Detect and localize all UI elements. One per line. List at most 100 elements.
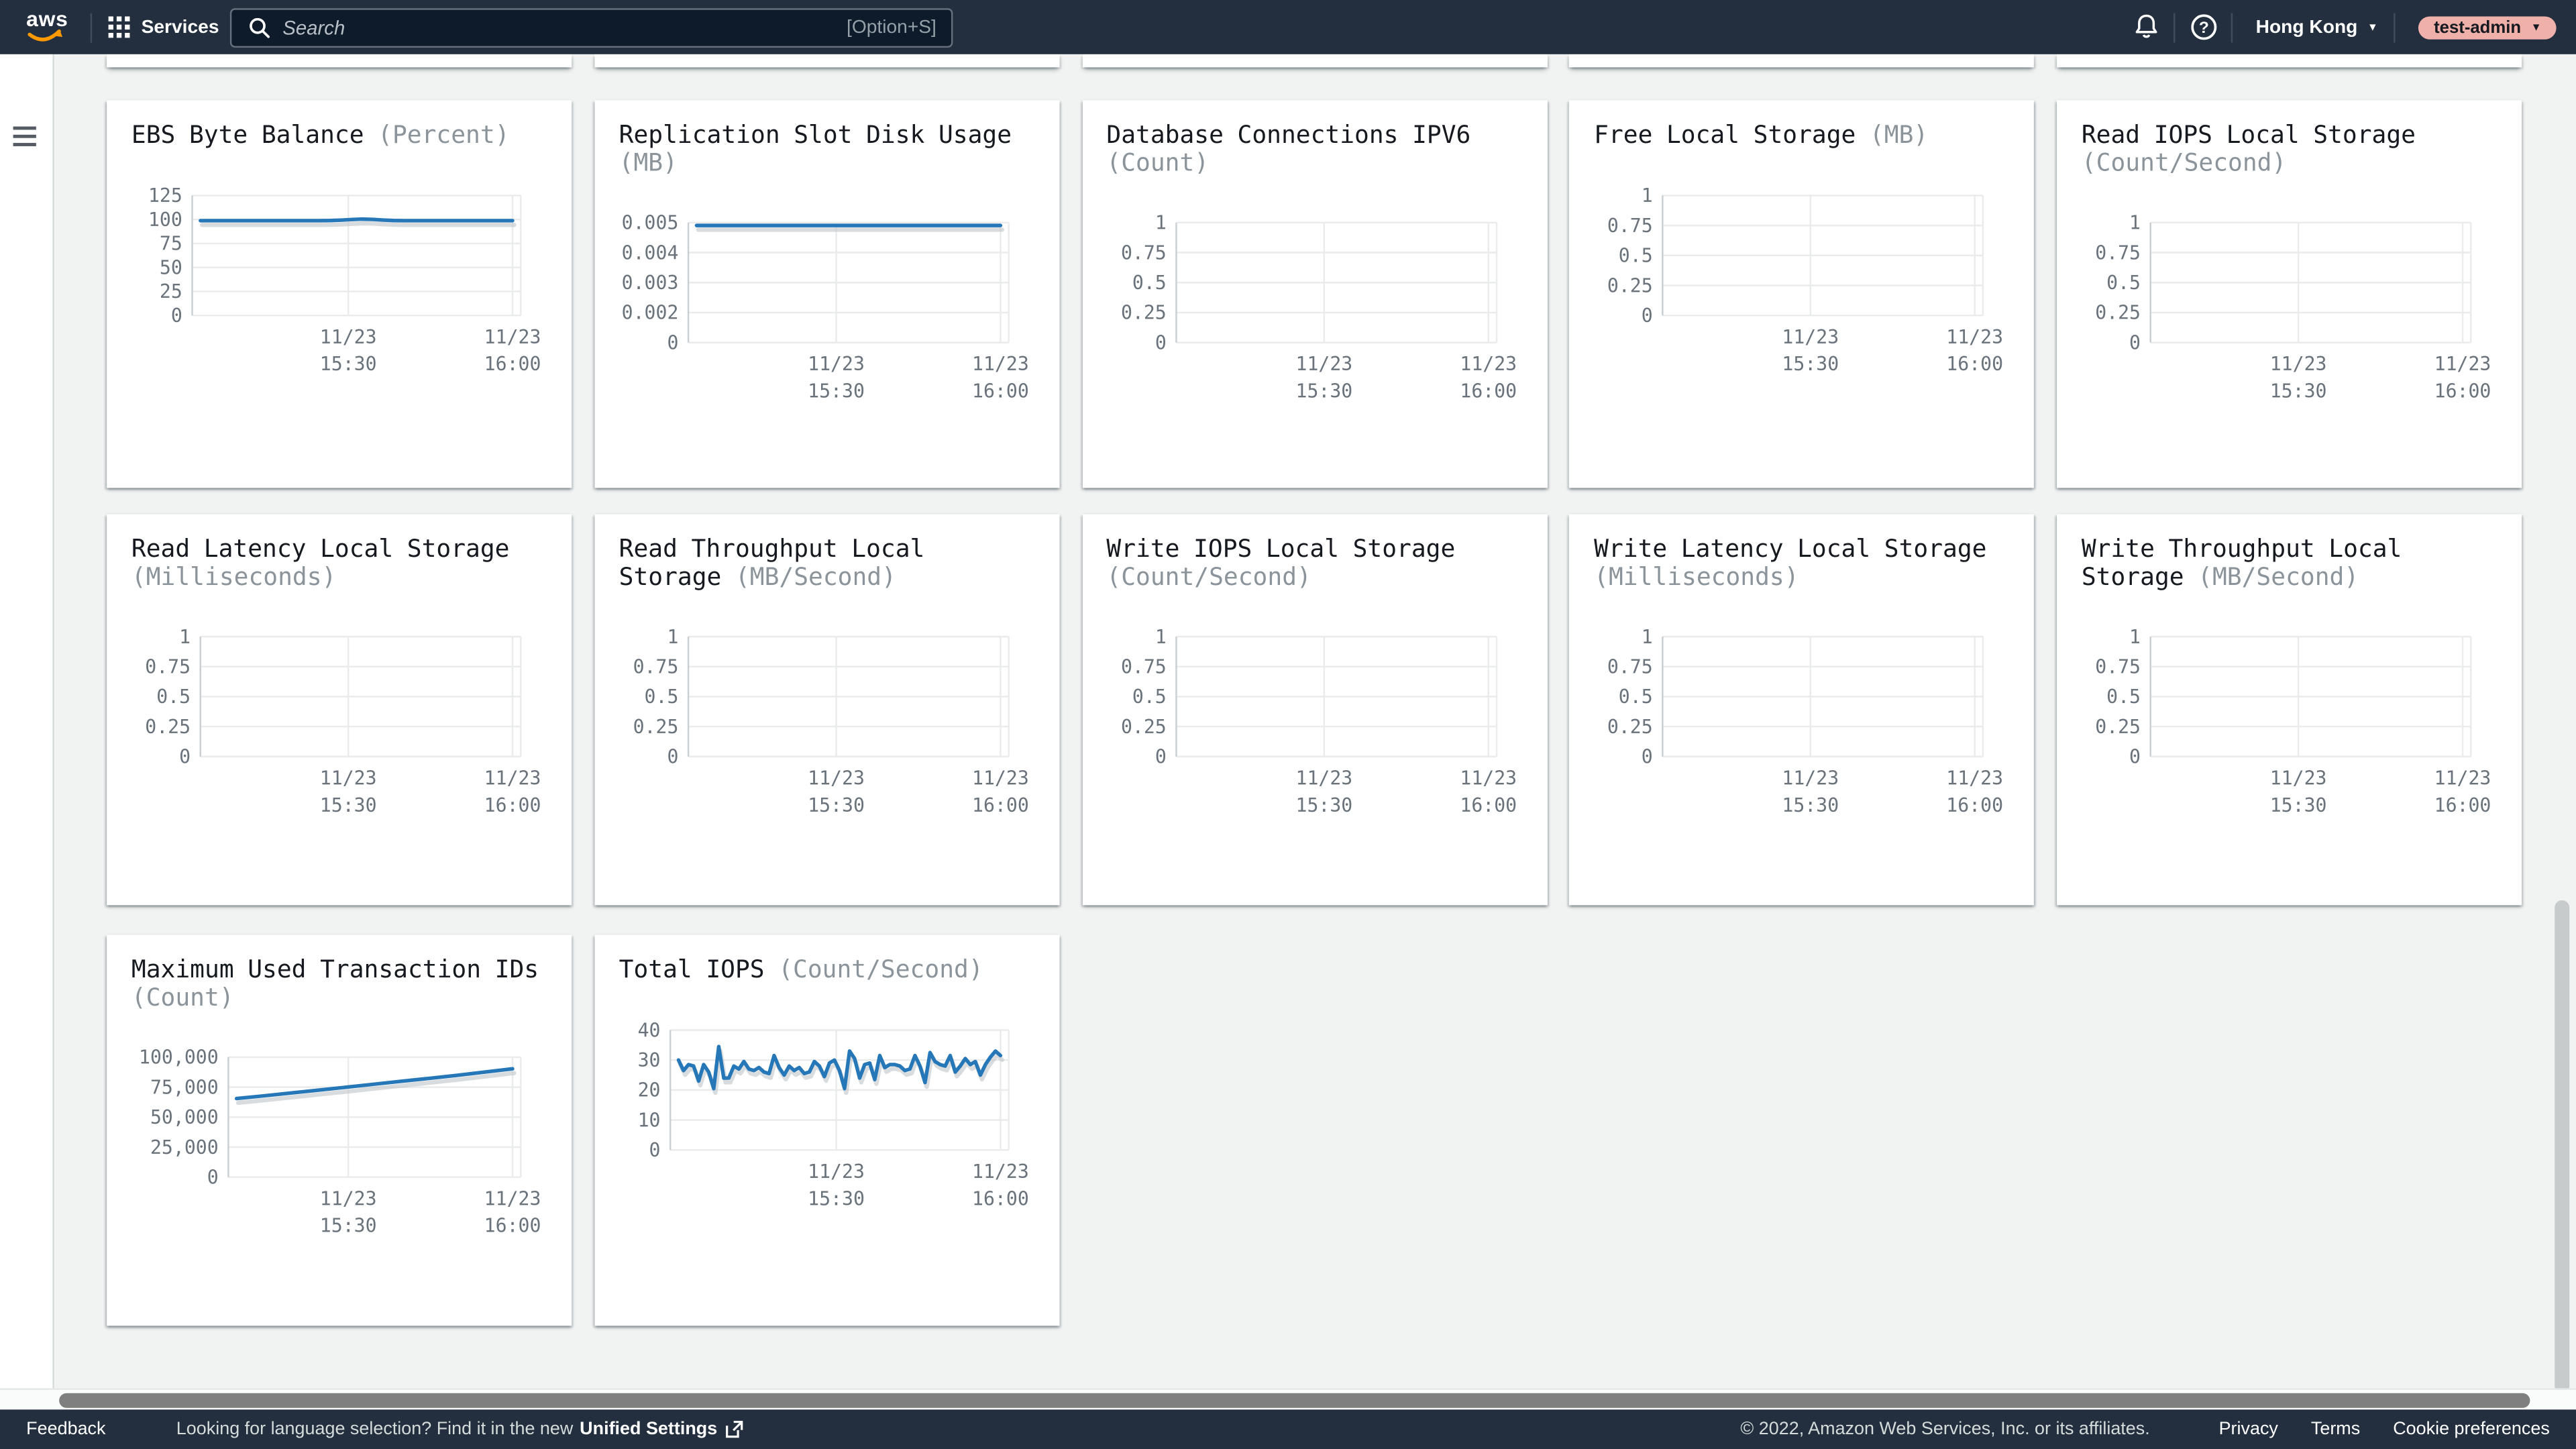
chart-title-text: EBS Byte Balance xyxy=(131,121,364,150)
chart-canvas: 100,000 75,000 50,000 25,000 0 11/23 15:30 11/2… xyxy=(139,1046,541,1237)
chart-canvas: 1 0.75 0.5 0.25 0 11/23 15:30 11/23 16:00 xyxy=(1607,184,2003,375)
chevron-down-icon: ▼ xyxy=(2367,22,2378,34)
aws-logo[interactable]: aws xyxy=(23,7,72,48)
privacy-link[interactable]: Privacy xyxy=(2218,1419,2278,1439)
svg-text:0.002: 0.002 xyxy=(621,302,678,324)
svg-text:15:30: 15:30 xyxy=(320,794,377,816)
metric-chart-card[interactable]: Write Throughput Local Storage (MB/Secon… xyxy=(2057,514,2522,906)
metric-chart-card[interactable]: Write Latency Local Storage (Millisecond… xyxy=(1569,514,2035,906)
bell-icon xyxy=(2135,14,2157,38)
chart-canvas: 1 0.75 0.5 0.25 0 11/23 15:30 11/23 16:00 xyxy=(2095,626,2491,816)
metric-chart-card[interactable]: Read Latency Local Storage (Milliseconds… xyxy=(107,514,572,906)
svg-text:?: ? xyxy=(2198,19,2208,37)
svg-text:0.75: 0.75 xyxy=(1120,241,1166,264)
global-search-box[interactable]: [Option+S] xyxy=(229,7,953,47)
services-menu-button[interactable]: Services xyxy=(108,0,219,54)
svg-text:125: 125 xyxy=(148,184,182,207)
notifications-button[interactable] xyxy=(2118,13,2174,42)
search-input[interactable] xyxy=(282,15,847,39)
help-button[interactable]: ? xyxy=(2176,13,2231,42)
metric-chart-card[interactable]: Total IOPS (Count/Second) 40 30 20 10 0 11/23 1… xyxy=(594,934,1059,1326)
metric-chart-card[interactable]: Replication Slot Disk Usage (MB) 0.005 0.0… xyxy=(594,100,1059,488)
metric-chart-card[interactable]: EBS Byte Balance (Percent) 125 100 75 50 25 0 1… xyxy=(107,100,572,488)
svg-text:11/23: 11/23 xyxy=(320,1187,377,1210)
chart-canvas: 1 0.75 0.5 0.25 0 11/23 15:30 11/23 16:00 xyxy=(1607,626,2004,816)
svg-text:16:00: 16:00 xyxy=(971,380,1028,402)
svg-text:16:00: 16:00 xyxy=(1947,794,2004,816)
services-label: Services xyxy=(141,17,219,38)
svg-text:0: 0 xyxy=(1642,305,1653,327)
svg-text:0.003: 0.003 xyxy=(621,272,678,294)
chart-unit-text: (MB) xyxy=(1856,121,1929,150)
svg-text:16:00: 16:00 xyxy=(1459,794,1516,816)
svg-text:11/23: 11/23 xyxy=(971,767,1028,789)
svg-text:15:30: 15:30 xyxy=(808,794,865,816)
chart-unit-text: (Milliseconds) xyxy=(131,563,337,592)
copyright-text: © 2022, Amazon Web Services, Inc. or its… xyxy=(1740,1419,2150,1439)
svg-text:11/23: 11/23 xyxy=(808,767,865,789)
svg-text:0.75: 0.75 xyxy=(2095,655,2141,678)
metric-chart-card[interactable]: Maximum Used Transaction IDs (Count) 100,… xyxy=(107,934,572,1326)
svg-text:0: 0 xyxy=(1155,746,1166,768)
svg-text:0.25: 0.25 xyxy=(1120,302,1166,324)
horizontal-scrollbar-thumb[interactable] xyxy=(59,1393,2530,1408)
chart-title: Total IOPS (Count/Second) xyxy=(619,957,1035,985)
metric-chart-card[interactable]: Read IOPS Local Storage (Count/Second) 1 0… xyxy=(2057,100,2522,488)
svg-text:16:00: 16:00 xyxy=(971,1187,1028,1210)
cookie-preferences-link[interactable]: Cookie preferences xyxy=(2393,1419,2550,1439)
app-grid-icon xyxy=(108,16,130,38)
svg-text:0: 0 xyxy=(667,331,678,354)
user-menu[interactable]: test-admin ▼ xyxy=(2419,15,2557,39)
svg-text:11/23: 11/23 xyxy=(1947,767,2004,789)
svg-text:0.5: 0.5 xyxy=(2106,272,2141,294)
svg-text:0: 0 xyxy=(2129,746,2141,768)
chart-title-text: Free Local Storage xyxy=(1594,121,1856,150)
svg-text:0: 0 xyxy=(1155,331,1166,354)
svg-text:20: 20 xyxy=(637,1079,660,1102)
svg-text:11/23: 11/23 xyxy=(808,353,865,375)
svg-text:0.25: 0.25 xyxy=(1607,274,1653,297)
svg-text:0: 0 xyxy=(667,746,678,768)
svg-text:0.75: 0.75 xyxy=(1607,215,1653,237)
metric-chart-card[interactable]: Write IOPS Local Storage (Count/Second) 1… xyxy=(1081,514,1547,906)
terms-link[interactable]: Terms xyxy=(2310,1419,2361,1439)
unified-settings-link[interactable]: Unified Settings xyxy=(580,1419,718,1439)
svg-text:0.25: 0.25 xyxy=(2095,302,2141,324)
external-link-icon xyxy=(725,1420,743,1438)
svg-text:1: 1 xyxy=(1642,184,1653,207)
svg-text:75,000: 75,000 xyxy=(150,1076,219,1098)
metric-line-shadow xyxy=(200,221,517,227)
metric-chart-card[interactable]: Database Connections IPV6 (Count) 1 0.75 0.… xyxy=(1081,100,1547,488)
svg-text:11/23: 11/23 xyxy=(484,1187,541,1210)
feedback-link[interactable]: Feedback xyxy=(26,1419,106,1439)
svg-text:0.75: 0.75 xyxy=(2095,241,2141,264)
svg-text:100: 100 xyxy=(148,209,182,231)
chart-canvas: 1 0.75 0.5 0.25 0 11/23 15:30 11/23 16:00 xyxy=(1120,626,1516,816)
vertical-scrollbar-thumb[interactable] xyxy=(2555,900,2570,1393)
region-selector[interactable]: Hong Kong ▼ xyxy=(2256,17,2378,37)
svg-text:0.5: 0.5 xyxy=(1132,272,1166,294)
chart-unit-text: (MB/Second) xyxy=(2184,563,2359,592)
svg-text:50,000: 50,000 xyxy=(150,1106,219,1128)
svg-text:0.25: 0.25 xyxy=(1607,716,1653,738)
console-footer: Feedback Looking for language selection?… xyxy=(0,1409,2576,1449)
svg-text:10: 10 xyxy=(637,1109,660,1131)
search-shortcut-hint: [Option+S] xyxy=(847,17,936,38)
collapsed-side-nav xyxy=(0,54,54,1390)
chart-canvas: 1 0.75 0.5 0.25 0 11/23 15:30 11/23 16:00 xyxy=(145,626,541,816)
nav-divider xyxy=(2231,12,2233,42)
chart-unit-text: (Count) xyxy=(1106,149,1210,177)
chart-unit-text: (Count/Second) xyxy=(2081,149,2287,177)
svg-text:1: 1 xyxy=(179,626,191,648)
chart-title-text: Write IOPS Local Storage xyxy=(1106,535,1456,564)
svg-text:15:30: 15:30 xyxy=(2270,380,2327,402)
svg-text:16:00: 16:00 xyxy=(484,353,541,375)
metric-chart-card[interactable]: Read Throughput Local Storage (MB/Second… xyxy=(594,514,1059,906)
svg-text:0.75: 0.75 xyxy=(145,655,191,678)
svg-text:11/23: 11/23 xyxy=(2434,353,2491,375)
hamburger-menu-icon[interactable] xyxy=(13,125,38,148)
chart-title: Read Latency Local Storage (Milliseconds… xyxy=(131,536,547,592)
metric-chart-card[interactable]: Free Local Storage (MB) 1 0.75 0.5 0.25 0 11/2… xyxy=(1569,100,2035,488)
svg-text:1: 1 xyxy=(667,626,678,648)
